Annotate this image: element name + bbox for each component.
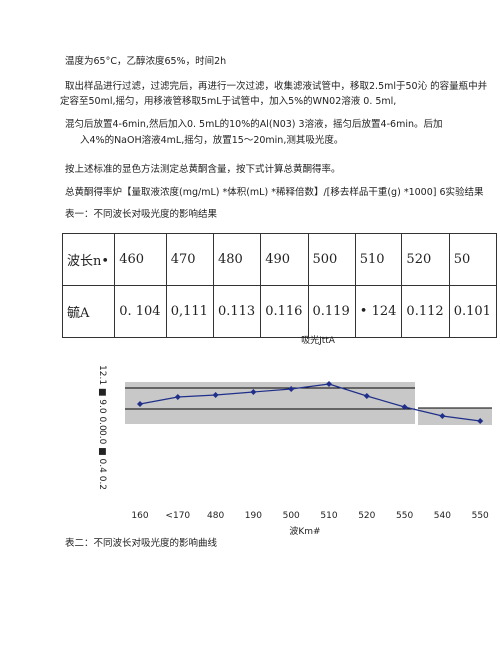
chart-title: 吸光JttA [301,334,336,346]
table-cell: 0. 104 [114,285,167,338]
x-tick-label: 160 [131,511,148,521]
table-cell: 0.101 [448,285,498,338]
band [125,382,415,424]
x-tick-label: 480 [207,511,224,521]
paragraph: 总黄酮得率炉【量取液浓度(mg/mL) *体积(mL) *稀释倍数】/[移去样品… [65,187,484,198]
y-tick-text: 12.1 ■ 9.0 0.0 [97,365,107,431]
paragraph: 温度为65°C，乙醇浓度65%，时间2h [65,56,227,67]
table: 波长n• 460 470 480 490 500 510 520 50 毓A 0. 104 0,111… [61,233,498,338]
table-cell: 460 [114,233,167,286]
table-cell: 520 [401,233,450,286]
table-cell: 510 [354,233,403,286]
paragraph: 混匀后放置4-6min,然后加入0. 5mL的10%的Al(N03) 3溶液，摇… [65,119,443,130]
marker [212,392,219,398]
x-tick-label: 190 [245,511,262,521]
table-row: 毓A 0. 104 0,111 0.113 0.116 0.119 • 124 0.112 0.… [61,285,498,338]
caption: 表二：不同波长对吸光度的影响曲线 [65,538,218,549]
marker [401,404,408,410]
paragraph: 入4%的NaOH溶液4mL,摇匀，放置15～20min,测其吸光度。 [80,135,344,146]
table-cell: 毓A [61,285,116,338]
table-cell: 波长n• [61,233,116,286]
table-cell: 490 [260,233,309,286]
x-tick-label: 550 [472,511,489,521]
marker [326,381,332,387]
marker [137,401,143,407]
table-row: 波长n• 460 470 480 490 500 510 520 50 [61,233,498,286]
marker [439,413,446,419]
line [139,383,481,422]
paragraph: 按上述标准的显色方法测定总黄酮含量，按下式计算总黄酮得率。 [65,164,341,175]
x-tick-label: 550 [396,511,413,521]
x-tick-label: 520 [358,511,375,521]
y-tick-text: 0.0 ■ 0.4 0.2 [97,430,107,490]
paragraph: 取出样品进行过滤，过滤完后，再进行一次过滤，收集滤液试管中，移取2.5ml于50… [60,81,488,107]
x-tick-label: 540 [434,511,451,521]
table-cell: 50 [448,233,498,286]
x-tick-label: <170 [165,511,190,521]
x-axis-label: 波Km# [289,525,320,537]
band [418,408,492,425]
marker [250,389,257,395]
table-cell: 0.119 [307,285,356,338]
x-tick-label: 510 [320,511,337,521]
x-tick-label: 500 [283,511,300,521]
marker [288,386,295,392]
table-cell: 480 [212,233,262,286]
table-cell: • 124 [354,285,403,338]
marker [174,394,181,400]
paragraph: 表一：不同波长对吸光度的影响结果 [65,209,218,220]
marker [363,393,370,399]
table-cell: 0.112 [401,285,450,338]
table-cell: 500 [307,233,356,286]
chart: 吸光JttA 波Km# 12.1 ■ 9.0 0.0 0.0 ■ 0.4 0.2… [97,334,492,537]
table-cell: 470 [165,233,214,286]
marker [477,418,484,424]
table-cell: 0.113 [212,285,262,338]
